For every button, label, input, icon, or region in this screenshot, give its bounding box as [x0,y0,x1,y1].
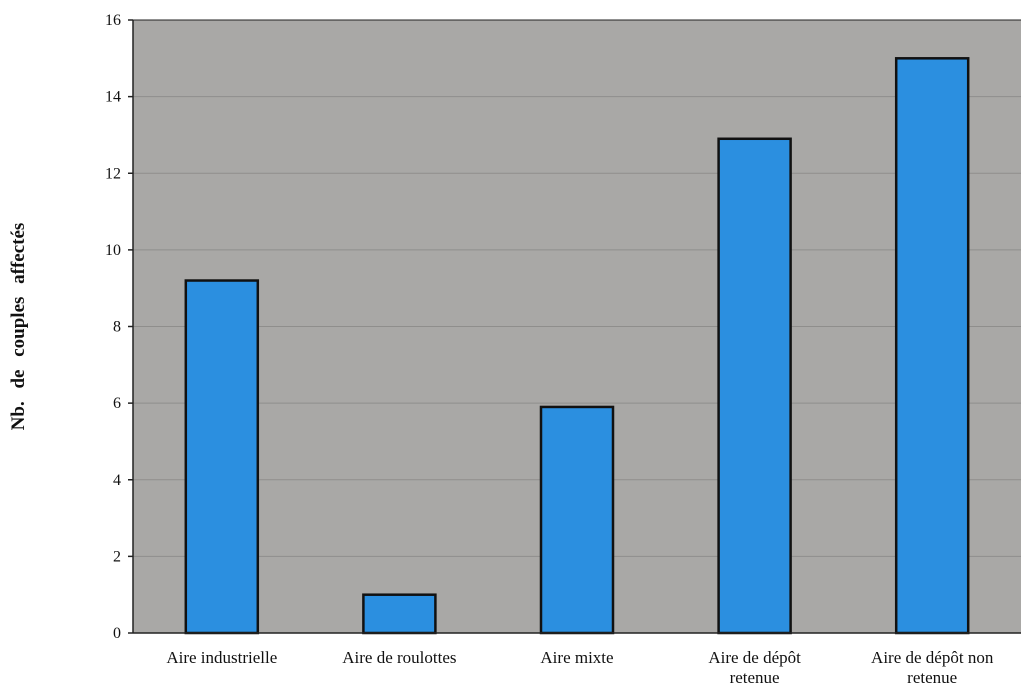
y-tick-label: 0 [113,625,121,642]
y-tick-label: 12 [105,165,121,182]
x-category-labels: Aire industrielle Aire de roulottes Aire m… [166,648,994,687]
x-category-label: Aire de dépôt non retenue [871,648,994,687]
y-tick-labels: 0 2 4 6 8 10 12 14 16 [105,12,133,642]
y-tick-label: 10 [105,242,121,259]
y-tick-label: 6 [113,395,121,412]
x-category-label: Aire de dépôt retenue [708,648,801,687]
bars [184,57,970,635]
x-category-label-line: Aire industrielle [166,648,277,667]
x-category-label-line: Aire de roulottes [342,648,456,667]
y-axis-title: Nb. de couples affectés [8,223,29,431]
x-category-label-line: Aire de dépôt non [871,648,994,667]
y-tick-label: 14 [105,89,121,106]
y-axis-label-group: Nb. de couples affectés [8,223,29,431]
x-category-label: Aire industrielle [166,648,277,667]
y-tick-label: 16 [105,12,121,29]
x-category-label-line: Aire mixte [540,648,613,667]
bar [717,137,792,635]
bar [894,57,970,635]
x-category-label-line: Aire de dépôt [708,648,801,667]
x-category-label-line: retenue [730,668,780,687]
x-category-label: Aire mixte [540,648,613,667]
y-tick-label: 2 [113,548,121,565]
y-tick-label: 8 [113,319,121,336]
x-category-label-line: retenue [907,668,957,687]
x-category-label: Aire de roulottes [342,648,456,667]
bar [539,405,615,635]
y-tick-label: 4 [113,472,121,489]
bar [184,279,260,635]
bar [362,593,437,635]
